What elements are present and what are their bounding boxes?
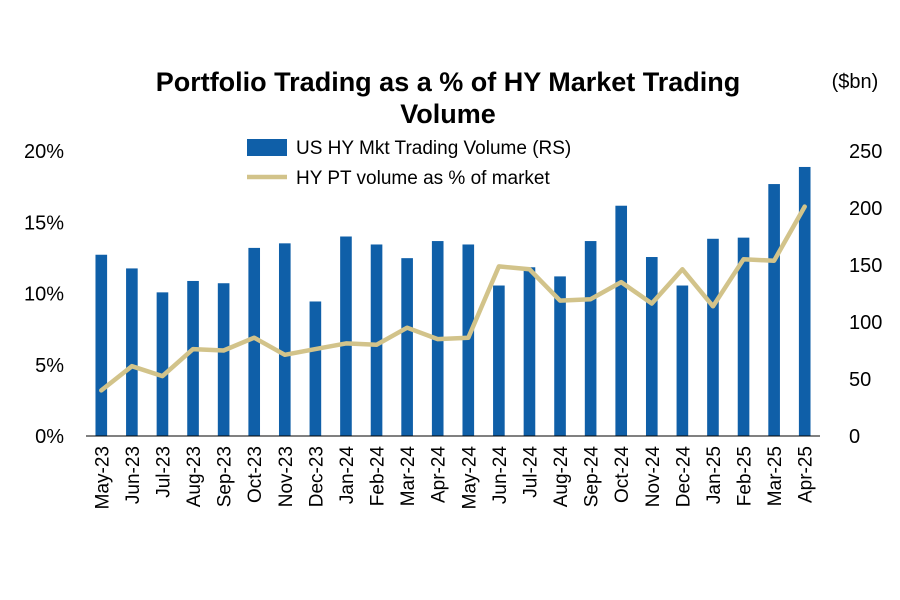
x-axis-tick-label: Aug-24 [551,446,572,508]
x-axis-tick-label: Oct-23 [245,446,266,503]
left-axis-tick-label: 10% [24,284,64,306]
bar [737,237,750,436]
x-axis-tick-label: Jun-24 [490,446,511,505]
right-axis-unit-label: ($bn) [832,71,879,93]
bar [462,244,475,436]
x-axis-tick-label: Jan-24 [337,446,358,505]
right-axis-tick-label: 250 [849,141,882,163]
legend: US HY Mkt Trading Volume (RS) HY PT volu… [247,138,571,189]
x-axis-tick-label: Nov-24 [643,446,664,508]
line-series-hy-pt-percent [99,204,807,393]
x-axis-tick-label: Jul-23 [153,446,174,498]
x-axis-tick-label: Dec-24 [673,446,694,508]
x-axis-tick-label: Jul-24 [520,446,541,498]
left-axis-tick-label: 0% [35,426,64,448]
x-axis-tick-label: Apr-24 [429,446,450,503]
left-axis-tick-label: 15% [24,212,64,234]
x-axis-tick-label: Mar-25 [765,446,786,506]
x-axis-tick-label: Aug-23 [184,446,205,507]
bar [676,285,689,436]
bar [156,292,169,436]
x-axis-tick-label: Mar-24 [398,446,419,507]
right-axis-tick-label: 200 [849,198,882,220]
x-axis-tick-label: Sep-24 [582,446,603,508]
left-axis-tick-label: 20% [24,141,64,163]
bar [340,236,352,436]
bar [798,166,811,436]
x-axis-tick-label: Feb-24 [368,446,389,507]
bar [554,276,566,436]
bar [217,283,230,436]
left-axis: 0% 5% 10% 15% 20% [24,141,64,448]
bar [615,205,628,436]
x-axis-tick-label: Jun-23 [123,446,144,504]
right-axis-tick-label: 150 [849,255,882,277]
x-axis-tick-label: Sep-23 [215,446,236,507]
bar [309,301,322,436]
bar [401,258,413,436]
bar [768,184,780,436]
bar [187,280,199,436]
bar [645,257,658,436]
x-axis-tick-label: Oct-24 [612,446,633,503]
bar [278,243,291,436]
bar [370,244,383,436]
x-axis-tick-label: May-23 [92,446,113,509]
bar [707,238,719,436]
bar [95,254,108,436]
bar [126,268,138,436]
legend-swatch-bar [247,139,287,156]
x-axis-tick-label: Nov-23 [276,446,297,507]
right-axis: 0 50 100 150 200 250 [849,141,882,448]
bar [523,267,536,436]
right-axis-tick-label: 0 [849,426,860,448]
x-axis-tick-label: Dec-23 [306,446,327,507]
right-axis-tick-label: 100 [849,312,882,334]
right-axis-tick-label: 50 [849,369,871,391]
legend-label-bar-series: US HY Mkt Trading Volume (RS) [296,138,571,159]
left-axis-tick-label: 5% [35,355,64,377]
legend-label-line-series: HY PT volume as % of market [296,168,551,189]
x-axis-tick-label: May-24 [459,446,480,510]
x-axis-tick-label: Feb-25 [735,446,756,506]
bar [248,247,261,436]
bar [584,241,597,436]
x-axis: May-23 Jun-23 Jul-23 Aug-23 Sep-23 Oct-23 Nov-… [92,446,816,510]
bar [493,285,505,436]
bar-series [95,166,811,436]
chart-title-line-1: Portfolio Trading as a % of HY Market Tr… [156,67,741,97]
x-axis-tick-label: Apr-25 [796,446,817,503]
chart-title-line-2: Volume [400,99,496,129]
x-axis-tick-label: Jan-25 [704,446,725,504]
